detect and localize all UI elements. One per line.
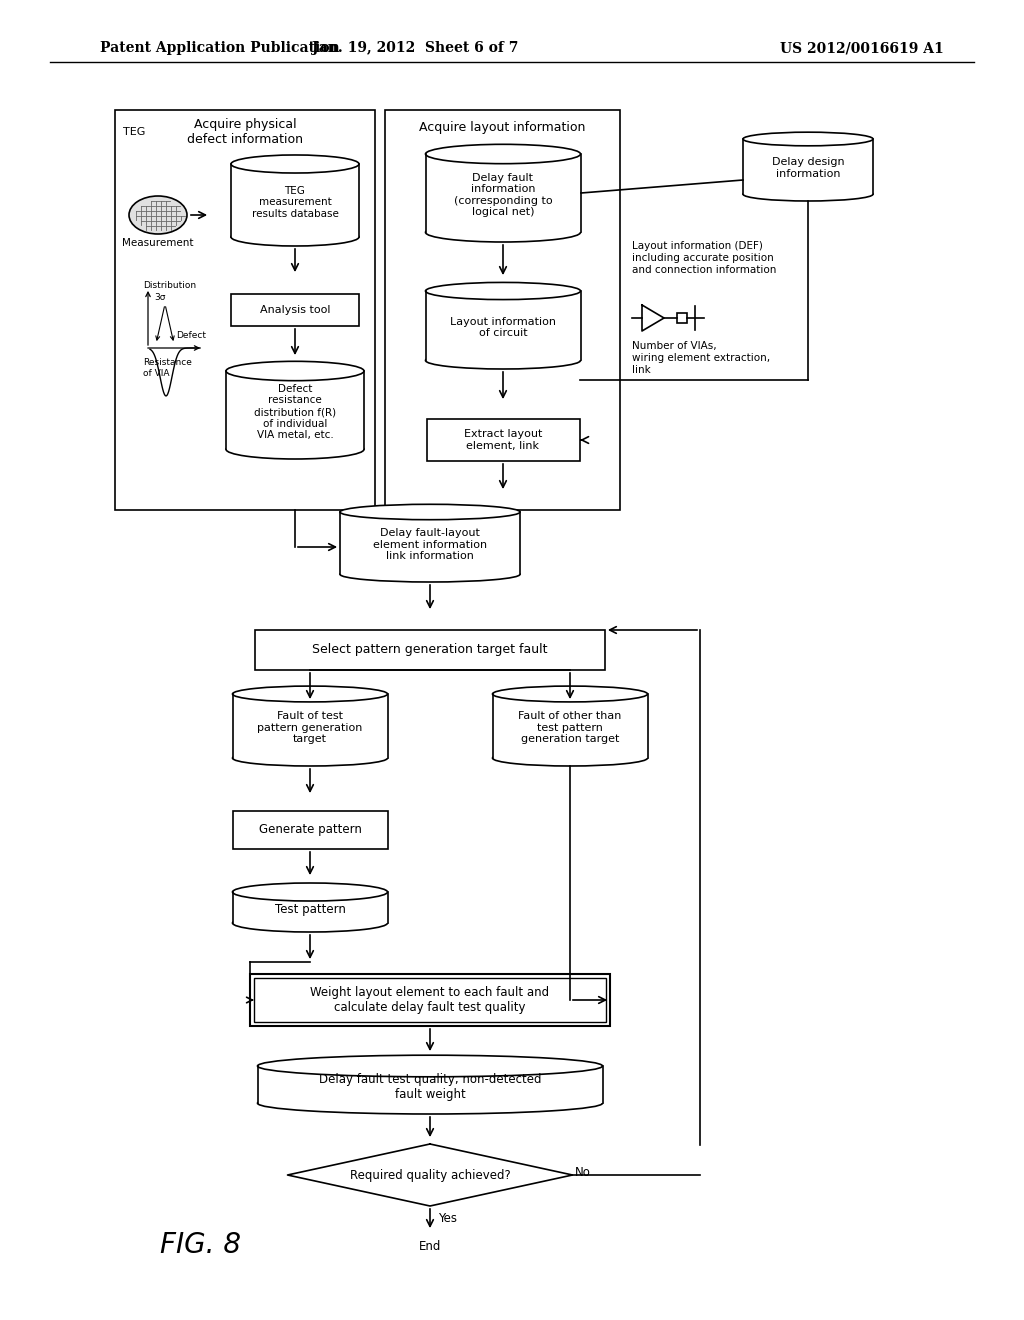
Text: FIG. 8: FIG. 8 (160, 1232, 241, 1259)
FancyBboxPatch shape (226, 371, 364, 449)
FancyBboxPatch shape (426, 290, 581, 360)
Ellipse shape (226, 440, 364, 459)
Text: Fault of other than
test pattern
generation target: Fault of other than test pattern generat… (518, 711, 622, 744)
FancyBboxPatch shape (231, 164, 359, 238)
Text: Fault of test
pattern generation
target: Fault of test pattern generation target (257, 711, 362, 744)
FancyBboxPatch shape (255, 630, 605, 671)
Ellipse shape (226, 362, 364, 380)
Text: Measurement: Measurement (122, 238, 194, 248)
FancyBboxPatch shape (743, 139, 873, 194)
Text: No: No (575, 1166, 591, 1179)
Text: Extract layout
element, link: Extract layout element, link (464, 429, 542, 451)
Text: US 2012/0016619 A1: US 2012/0016619 A1 (780, 41, 944, 55)
FancyBboxPatch shape (427, 418, 580, 461)
Text: Test pattern: Test pattern (274, 903, 345, 916)
Ellipse shape (426, 144, 581, 164)
Ellipse shape (257, 1055, 602, 1077)
Text: Defect: Defect (176, 330, 206, 339)
Text: Yes: Yes (438, 1212, 457, 1225)
FancyBboxPatch shape (385, 110, 620, 510)
Text: Weight layout element to each fault and
calculate delay fault test quality: Weight layout element to each fault and … (310, 986, 550, 1014)
Ellipse shape (257, 1093, 602, 1114)
Ellipse shape (232, 686, 387, 702)
Text: Delay fault test quality, non-detected
fault weight: Delay fault test quality, non-detected f… (318, 1073, 542, 1101)
Text: Patent Application Publication: Patent Application Publication (100, 41, 340, 55)
Ellipse shape (426, 223, 581, 242)
Ellipse shape (743, 187, 873, 201)
Text: 3σ: 3σ (154, 293, 166, 301)
Text: Resistance
of VIA: Resistance of VIA (143, 358, 191, 378)
Ellipse shape (426, 352, 581, 370)
Text: Delay fault-layout
element information
link information: Delay fault-layout element information l… (373, 528, 487, 561)
FancyBboxPatch shape (493, 694, 647, 758)
Text: Distribution: Distribution (143, 281, 197, 289)
Text: Defect
resistance
distribution f(R)
of individual
VIA metal, etc.: Defect resistance distribution f(R) of i… (254, 384, 336, 441)
Ellipse shape (493, 686, 647, 702)
Text: TEG: TEG (123, 127, 145, 137)
FancyBboxPatch shape (257, 1067, 602, 1104)
Text: Generate pattern: Generate pattern (259, 824, 361, 837)
FancyBboxPatch shape (426, 154, 581, 232)
Text: End: End (419, 1241, 441, 1254)
FancyBboxPatch shape (232, 810, 387, 849)
Text: Acquire physical
defect information: Acquire physical defect information (187, 117, 303, 147)
FancyBboxPatch shape (232, 694, 387, 758)
Ellipse shape (232, 913, 387, 932)
Ellipse shape (231, 228, 359, 246)
FancyBboxPatch shape (115, 110, 375, 510)
FancyBboxPatch shape (231, 294, 359, 326)
Ellipse shape (493, 750, 647, 766)
Text: Select pattern generation target fault: Select pattern generation target fault (312, 644, 548, 656)
Ellipse shape (340, 566, 520, 582)
Text: Number of VIAs,
wiring element extraction,
link: Number of VIAs, wiring element extractio… (632, 342, 770, 375)
Text: Delay design
information: Delay design information (772, 157, 845, 178)
Text: Layout information (DEF)
including accurate position
and connection information: Layout information (DEF) including accur… (632, 242, 776, 275)
Text: Analysis tool: Analysis tool (260, 305, 331, 315)
Ellipse shape (231, 154, 359, 173)
Text: Jan. 19, 2012  Sheet 6 of 7: Jan. 19, 2012 Sheet 6 of 7 (312, 41, 518, 55)
Ellipse shape (743, 132, 873, 145)
Text: TEG
measurement
results database: TEG measurement results database (252, 186, 339, 219)
Ellipse shape (426, 282, 581, 300)
Bar (677, 313, 687, 323)
FancyBboxPatch shape (232, 892, 387, 923)
Text: Acquire layout information: Acquire layout information (419, 121, 586, 135)
Ellipse shape (232, 883, 387, 902)
Ellipse shape (129, 195, 187, 234)
Text: Layout information
of circuit: Layout information of circuit (450, 317, 556, 338)
FancyBboxPatch shape (340, 512, 520, 574)
Ellipse shape (232, 750, 387, 766)
Text: Required quality achieved?: Required quality achieved? (349, 1168, 510, 1181)
Text: Delay fault
information
(corresponding to
logical net): Delay fault information (corresponding t… (454, 173, 552, 218)
Ellipse shape (340, 504, 520, 520)
FancyBboxPatch shape (250, 974, 610, 1026)
FancyBboxPatch shape (254, 978, 606, 1022)
